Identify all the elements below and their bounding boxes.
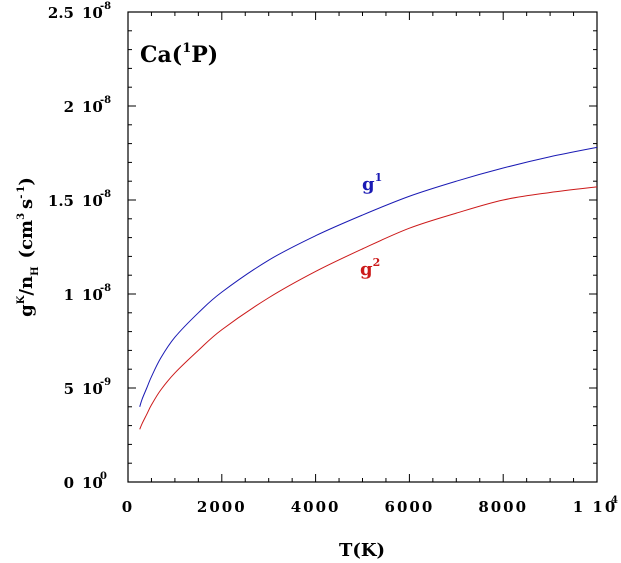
svg-text:10: 10 <box>82 474 103 492</box>
plot-frame <box>127 11 598 483</box>
x-tick-labels: 0 2000 4000 6000 8000 1 104 <box>122 495 618 516</box>
x-tick-label: 6000 <box>385 498 435 516</box>
x-tick-label: 4000 <box>291 498 341 516</box>
y-tick-label: 1.5 10-8 <box>48 189 111 210</box>
svg-text:0: 0 <box>100 471 107 482</box>
svg-text:-8: -8 <box>100 189 111 200</box>
series-line-g2 <box>139 186 598 430</box>
x-tick-label: 1 104 <box>573 495 618 516</box>
svg-text:2: 2 <box>64 98 74 116</box>
y-tick-label: 0 100 <box>64 471 107 492</box>
x-tick-label: 8000 <box>478 498 528 516</box>
chart-title: Ca(1P) <box>140 41 218 68</box>
x-tick-label: 2000 <box>197 498 247 516</box>
svg-text:1.5: 1.5 <box>48 192 74 210</box>
svg-text:-9: -9 <box>100 377 111 388</box>
svg-text:6000: 6000 <box>385 498 435 516</box>
y-tick-label: 2.5 10-8 <box>48 1 111 22</box>
x-axis-title: T(K) <box>339 540 385 561</box>
svg-text:5: 5 <box>64 380 74 398</box>
svg-text:10: 10 <box>82 4 103 22</box>
svg-text:10: 10 <box>82 98 103 116</box>
svg-text:10: 10 <box>82 286 103 304</box>
series-label-g1: g1 <box>362 171 382 195</box>
series-curves <box>139 146 598 430</box>
y-tick-label: 5 10-9 <box>64 377 112 398</box>
svg-text:-8: -8 <box>100 283 111 294</box>
svg-text:0: 0 <box>122 498 134 516</box>
svg-text:10: 10 <box>82 192 103 210</box>
svg-text:1 10: 1 10 <box>573 498 618 516</box>
series-label-g2: g2 <box>360 256 380 280</box>
series-line-g1 <box>139 146 598 407</box>
x-tick-label: 0 <box>122 498 134 516</box>
svg-text:10: 10 <box>82 380 103 398</box>
svg-text:-8: -8 <box>100 95 111 106</box>
svg-text:0: 0 <box>64 474 74 492</box>
y-tick-label: 2 10-8 <box>64 95 112 116</box>
svg-text:4: 4 <box>611 495 618 506</box>
svg-text:2.5: 2.5 <box>48 4 74 22</box>
svg-text:1: 1 <box>64 286 74 304</box>
y-tick-label: 1 10-8 <box>64 283 112 304</box>
svg-text:-8: -8 <box>100 1 111 12</box>
y-axis-title: gK/nH(cm3s-1) <box>16 177 41 317</box>
svg-text:8000: 8000 <box>478 498 528 516</box>
svg-text:4000: 4000 <box>291 498 341 516</box>
svg-text:2000: 2000 <box>197 498 247 516</box>
tick-marks <box>127 11 598 483</box>
